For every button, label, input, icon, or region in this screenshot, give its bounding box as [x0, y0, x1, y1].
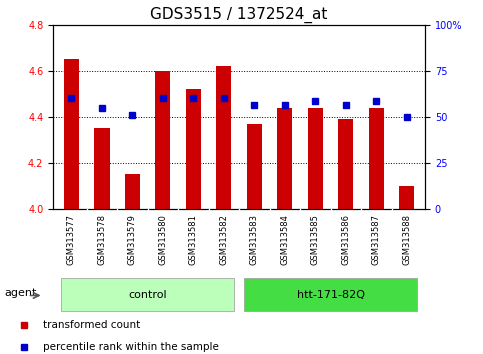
Bar: [186, 89, 201, 209]
Text: agent: agent: [4, 288, 37, 298]
Bar: [216, 66, 231, 209]
Text: GSM313578: GSM313578: [98, 214, 106, 265]
Bar: [338, 119, 354, 209]
Bar: [244, 278, 417, 312]
Text: GSM313577: GSM313577: [67, 214, 76, 265]
Bar: [308, 108, 323, 209]
Text: GSM313587: GSM313587: [372, 214, 381, 265]
Bar: [277, 108, 292, 209]
Text: GSM313584: GSM313584: [280, 214, 289, 265]
Bar: [369, 108, 384, 209]
Text: transformed count: transformed count: [43, 320, 141, 330]
Text: GSM313585: GSM313585: [311, 214, 320, 265]
Bar: [399, 186, 414, 209]
Text: GSM313588: GSM313588: [402, 214, 411, 265]
Bar: [94, 129, 110, 209]
Text: GSM313586: GSM313586: [341, 214, 350, 265]
Bar: [155, 71, 170, 209]
Text: GSM313581: GSM313581: [189, 214, 198, 265]
Text: GSM313583: GSM313583: [250, 214, 259, 265]
Bar: [64, 59, 79, 209]
Text: GSM313580: GSM313580: [158, 214, 168, 265]
Bar: [61, 278, 234, 312]
Text: GSM313579: GSM313579: [128, 214, 137, 265]
Text: htt-171-82Q: htt-171-82Q: [297, 290, 365, 300]
Bar: [247, 124, 262, 209]
Bar: [125, 174, 140, 209]
Text: GSM313582: GSM313582: [219, 214, 228, 265]
Text: percentile rank within the sample: percentile rank within the sample: [43, 342, 219, 352]
Text: control: control: [128, 290, 167, 300]
Title: GDS3515 / 1372524_at: GDS3515 / 1372524_at: [150, 7, 328, 23]
